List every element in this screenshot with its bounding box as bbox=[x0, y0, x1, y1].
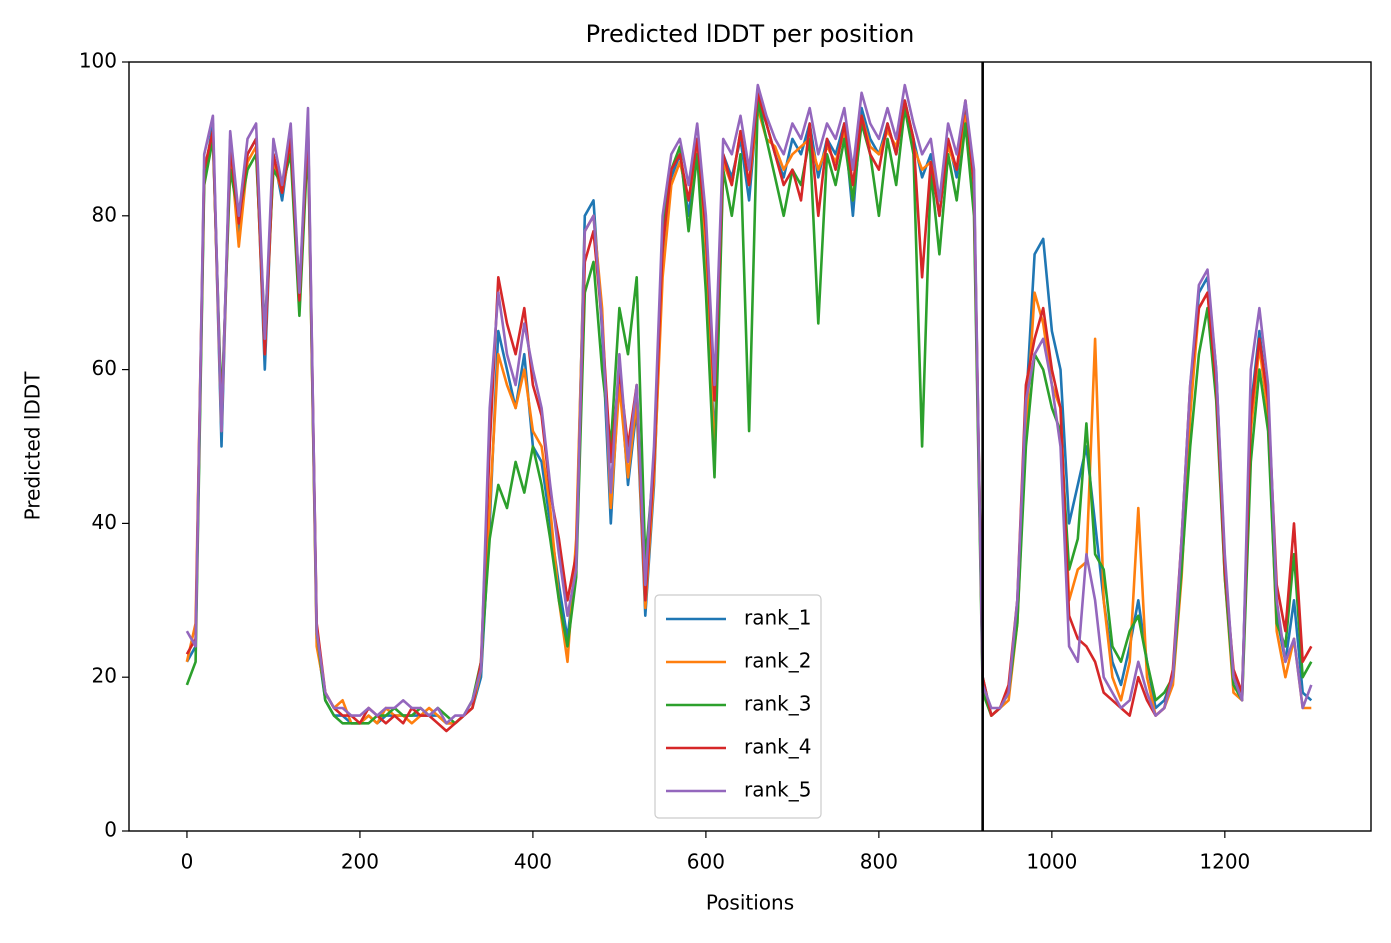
chart-title: Predicted lDDT per position bbox=[586, 20, 915, 48]
x-tick-label: 200 bbox=[341, 850, 379, 874]
legend-label: rank_4 bbox=[744, 735, 811, 759]
y-tick-label: 80 bbox=[92, 202, 117, 226]
y-tick-label: 20 bbox=[92, 664, 117, 688]
x-tick-label: 1200 bbox=[1199, 850, 1250, 874]
y-tick-label: 100 bbox=[79, 49, 117, 73]
x-tick-label: 800 bbox=[860, 850, 898, 874]
legend-label: rank_5 bbox=[744, 778, 811, 802]
legend-label: rank_1 bbox=[744, 606, 811, 630]
plot-frame bbox=[128, 61, 1372, 832]
x-tick-label: 0 bbox=[181, 850, 194, 874]
y-axis-label: Predicted lDDT bbox=[21, 371, 45, 521]
legend-label: rank_2 bbox=[744, 649, 811, 673]
legend-label: rank_3 bbox=[744, 692, 811, 716]
x-tick-label: 400 bbox=[514, 850, 552, 874]
legend-box bbox=[654, 594, 822, 819]
y-tick-label: 0 bbox=[104, 818, 117, 842]
series-line bbox=[185, 83, 1313, 725]
y-tick-label: 40 bbox=[92, 510, 117, 534]
y-tick-label: 60 bbox=[92, 356, 117, 380]
x-tick-label: 1000 bbox=[1026, 850, 1077, 874]
x-axis-label: Positions bbox=[706, 891, 794, 915]
x-tick-label: 600 bbox=[687, 850, 725, 874]
series-line bbox=[185, 99, 1313, 725]
